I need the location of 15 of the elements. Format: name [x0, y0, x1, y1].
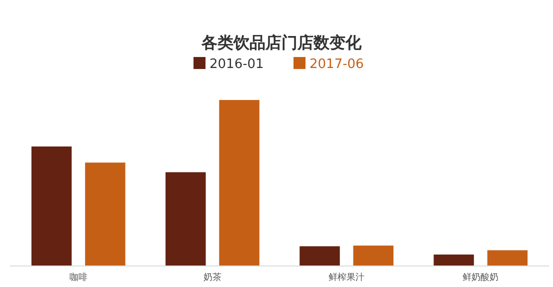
- x-tick-label: 鲜榨果汁: [328, 272, 365, 282]
- legend-label: 2017-06: [310, 57, 364, 72]
- bar: [487, 250, 528, 266]
- x-tick-label: 鲜奶酸奶: [462, 272, 499, 282]
- bar: [219, 100, 260, 266]
- bar: [166, 172, 206, 266]
- bar: [434, 254, 474, 266]
- bar: [85, 162, 126, 266]
- chart-title: 各类饮品店门店数变化: [200, 33, 362, 52]
- bar: [300, 246, 340, 266]
- bar: [353, 246, 394, 266]
- x-tick-label: 奶茶: [203, 272, 222, 282]
- legend-label: 2016-01: [210, 57, 264, 72]
- bar: [31, 146, 72, 266]
- x-tick-label: 咖啡: [69, 272, 88, 282]
